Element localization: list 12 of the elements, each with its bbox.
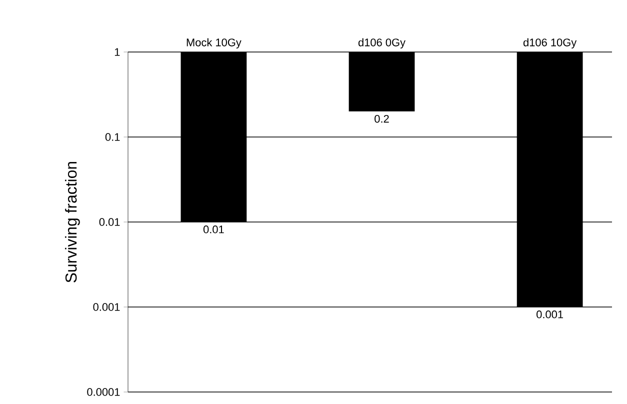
x-tick-label: d106 0Gy — [358, 38, 406, 48]
y-tick-label: 1 — [114, 48, 120, 56]
y-axis-title: Surviving fraction — [65, 162, 80, 282]
data-label: 0.01 — [203, 226, 224, 234]
x-tick-label: d106 10Gy — [523, 38, 577, 48]
y-tick-label: 0.1 — [105, 133, 120, 141]
y-tick-label: 0.0001 — [87, 388, 120, 396]
y-tick-label: 0.001 — [93, 303, 120, 311]
y-tick-label: 0.01 — [99, 218, 120, 226]
x-tick-label: Mock 10Gy — [186, 38, 242, 48]
data-label: 0.001 — [536, 310, 564, 318]
data-label: 0.2 — [374, 114, 389, 123]
